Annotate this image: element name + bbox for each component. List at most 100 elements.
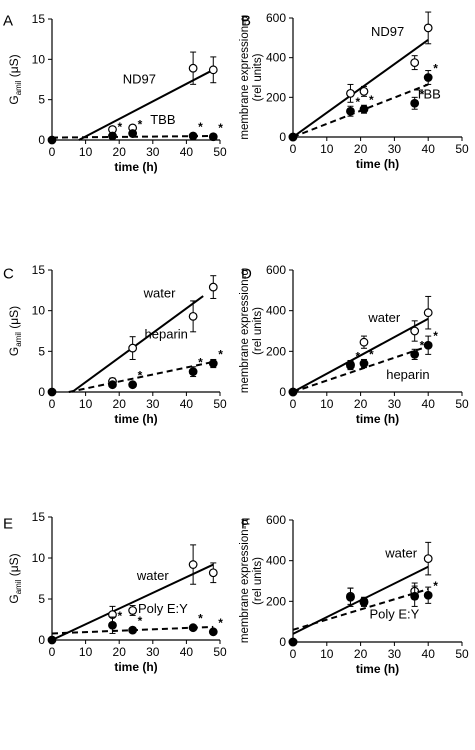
x-tick-label: 0 [49, 645, 56, 659]
data-point [423, 590, 433, 600]
series-label: ND97 [371, 24, 404, 39]
data-point [359, 86, 369, 96]
y-tick-label: 5 [38, 93, 45, 107]
x-tick-label: 10 [79, 145, 93, 159]
x-tick-label: 20 [354, 647, 368, 661]
panel-b: B 0 10 20 30 40 50 0 200 400 600 time (h) membrane e… [239, 11, 469, 171]
y-tick-label: 0 [279, 635, 286, 649]
significance-mark: * [369, 348, 374, 362]
series-nd97 [288, 11, 433, 142]
data-point [47, 635, 57, 645]
data-point [359, 597, 369, 607]
data-point [346, 106, 355, 116]
data-point [108, 620, 117, 630]
data-point [346, 361, 355, 370]
data-point [208, 359, 218, 368]
data-point [346, 88, 355, 98]
y-axis-label-subscript: amil [14, 579, 23, 594]
significance-mark: * [420, 338, 425, 352]
data-point [288, 637, 298, 647]
y-tick-label: 5 [38, 344, 45, 358]
y-tick-label: 200 [266, 344, 286, 358]
data-point [359, 359, 369, 368]
series-label: water [367, 310, 400, 325]
y-tick-label: 15 [32, 12, 46, 26]
data-point [47, 387, 57, 397]
panel-f: F 0 10 20 30 40 50 0 200 400 600 time (h) membrane e… [239, 513, 469, 676]
y-tick-label: 10 [32, 52, 46, 66]
y-axis-label-main: G [7, 594, 21, 603]
y-tick-label: 400 [266, 51, 286, 65]
x-axis-label: time (h) [356, 412, 399, 426]
series-label: water [136, 568, 169, 583]
data-point [188, 131, 198, 141]
y-axis-label: membrane expression-α [239, 15, 251, 140]
y-axis-label-units: (rel units) [252, 557, 264, 605]
significance-mark: * [433, 579, 438, 593]
series-label: TBB [150, 112, 175, 127]
x-tick-label: 10 [320, 397, 334, 411]
x-tick-label: 20 [354, 142, 368, 156]
y-axis-label-subscript: amil [14, 80, 23, 95]
series-poly-e-y: * * * * [47, 609, 223, 645]
y-axis-label: membrane expression-α [239, 269, 251, 394]
y-axis-label: Gamil (μS) [7, 54, 23, 104]
y-axis-label-units: (rel units) [252, 53, 264, 101]
y-axis-label-main: G [7, 347, 21, 356]
significance-mark: * [218, 121, 223, 135]
y-tick-label: 0 [38, 133, 45, 147]
x-tick-label: 50 [213, 397, 227, 411]
data-point [410, 349, 420, 359]
series-tbb: * * * * [288, 62, 438, 142]
data-point [188, 623, 198, 633]
significance-mark: * [198, 612, 203, 626]
x-tick-label: 20 [113, 145, 127, 159]
x-axis-label: time (h) [356, 157, 399, 171]
x-tick-label: 40 [422, 647, 436, 661]
x-tick-label: 20 [354, 397, 368, 411]
panel-c: C 0 10 20 30 40 50 0 5 10 15 time (h) Gamil (μS) * * * w… [3, 263, 227, 426]
significance-mark: * [433, 329, 438, 343]
data-point [410, 326, 420, 336]
significance-mark: * [433, 62, 438, 76]
x-axis-label: time (h) [356, 662, 399, 676]
y-axis-label-unit: (μS) [7, 54, 21, 80]
significance-mark: * [218, 616, 223, 630]
y-tick-label: 600 [266, 11, 286, 25]
y-tick-label: 15 [32, 263, 46, 277]
x-tick-label: 10 [320, 647, 334, 661]
y-tick-label: 0 [38, 633, 45, 647]
y-tick-label: 400 [266, 554, 286, 568]
data-point [423, 340, 433, 350]
x-tick-label: 40 [180, 645, 194, 659]
x-tick-label: 30 [146, 645, 160, 659]
x-tick-label: 10 [79, 645, 93, 659]
x-tick-label: 0 [290, 142, 297, 156]
x-tick-label: 0 [290, 397, 297, 411]
x-axis-label: time (h) [114, 660, 157, 674]
data-point [410, 98, 420, 108]
panel-letter: C [3, 265, 14, 282]
fit-line [292, 39, 429, 138]
x-tick-label: 10 [79, 397, 93, 411]
data-point [188, 63, 198, 73]
series-label: Poly E:Y [138, 601, 188, 616]
significance-mark: * [355, 350, 360, 364]
series-poly-e-y: * [288, 579, 438, 647]
x-tick-label: 50 [455, 397, 469, 411]
fit-line [292, 317, 429, 393]
data-point [423, 554, 433, 564]
data-point [359, 104, 369, 114]
series-label: TBB [416, 86, 441, 101]
x-tick-label: 30 [146, 397, 160, 411]
x-axis-label: time (h) [114, 412, 157, 426]
x-tick-label: 0 [49, 397, 56, 411]
y-axis-label: Gamil (μS) [7, 553, 23, 603]
x-tick-label: 20 [113, 397, 127, 411]
data-point [410, 58, 420, 68]
significance-mark: * [420, 87, 425, 101]
y-tick-label: 5 [38, 592, 45, 606]
data-point [208, 132, 218, 142]
y-tick-label: 600 [266, 513, 286, 527]
